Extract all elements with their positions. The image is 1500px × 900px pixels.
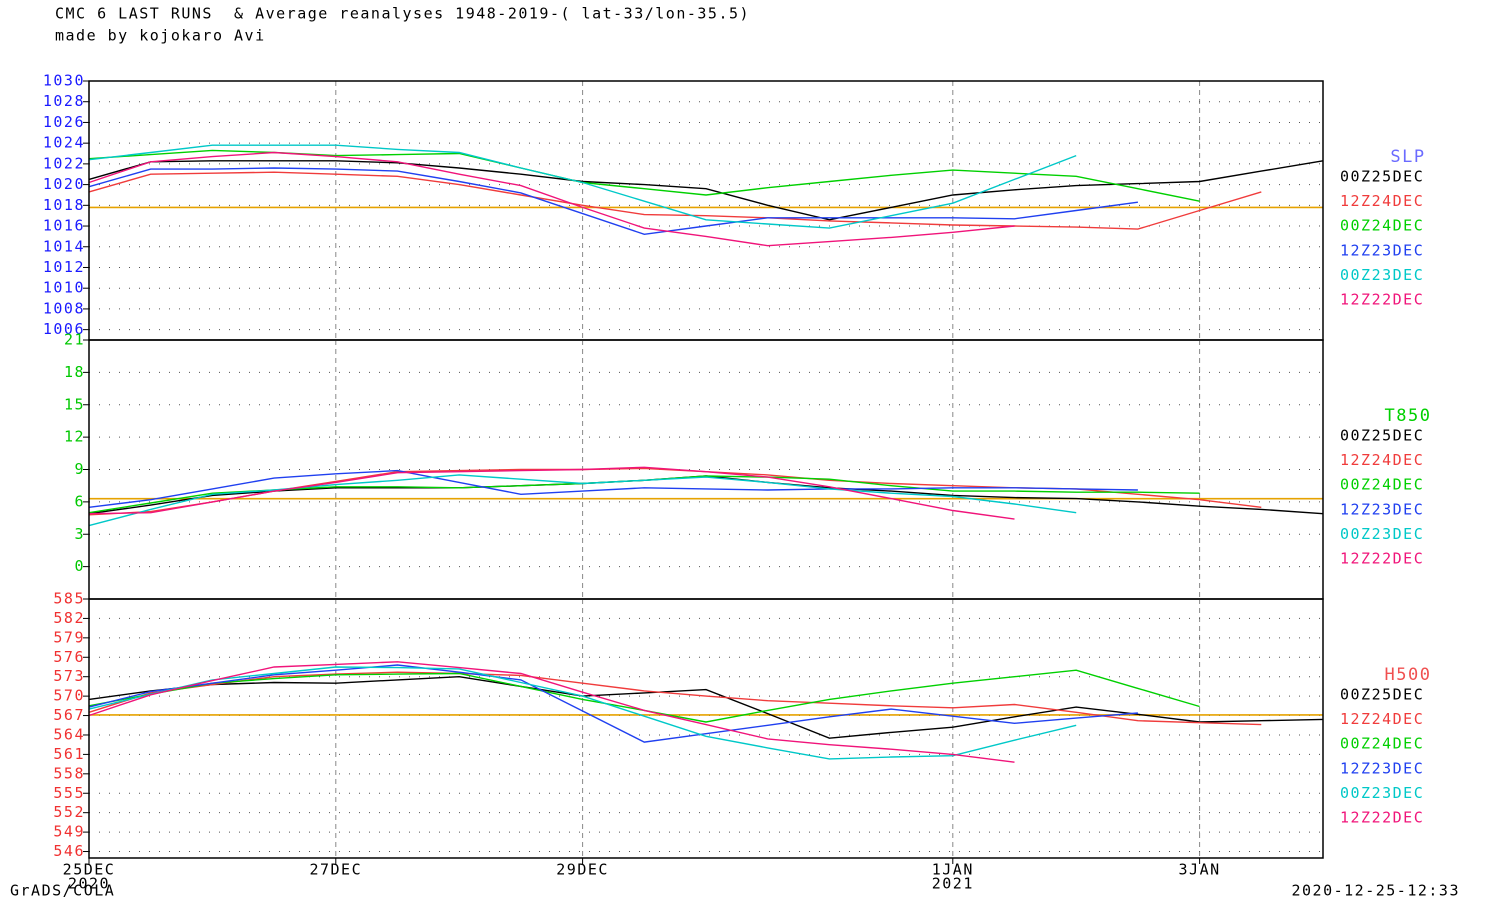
x-tick-year: 2020 — [68, 875, 110, 893]
panel-frame — [88, 80, 1324, 341]
y-tick-label: 1014 — [43, 237, 85, 255]
legend-entry: 00Z24DEC — [1340, 735, 1424, 753]
legend-entry: 12Z23DEC — [1340, 759, 1424, 777]
y-tick-label: 558 — [53, 764, 85, 782]
series-line — [88, 167, 1138, 236]
series-line — [88, 666, 1077, 760]
x-tick-label: 25DEC — [63, 861, 116, 879]
y-tick-label: 582 — [53, 609, 85, 627]
legend-entry: 00Z24DEC — [1340, 217, 1424, 235]
y-tick-label: 6 — [74, 492, 85, 510]
y-tick-label: 1028 — [43, 92, 85, 110]
legend-entry: 00Z23DEC — [1340, 266, 1424, 284]
panel-label: T850 — [1385, 406, 1432, 426]
x-tick-label: 29DEC — [556, 861, 609, 879]
x-tick-label: 3JAN — [1179, 861, 1221, 879]
legend-entry: 12Z23DEC — [1340, 241, 1424, 259]
y-tick-label: 1012 — [43, 258, 85, 276]
y-tick-label: 15 — [64, 395, 85, 413]
y-tick-label: 573 — [53, 667, 85, 685]
panel-label: H500 — [1385, 665, 1432, 685]
y-tick-label: 1030 — [43, 72, 85, 90]
x-tick-label: 27DEC — [309, 861, 362, 879]
y-tick-label: 1016 — [43, 217, 85, 235]
y-tick-label: 3 — [74, 525, 85, 543]
panel-frame — [88, 598, 1324, 859]
legend-entry: 12Z22DEC — [1340, 291, 1424, 309]
series-line — [88, 171, 1262, 230]
legend-entry: 12Z23DEC — [1340, 500, 1424, 518]
x-tick-label: 1JAN — [932, 861, 974, 879]
legend-entry: 00Z25DEC — [1340, 686, 1424, 704]
y-tick-label: 564 — [53, 725, 85, 743]
legend-entry: 00Z25DEC — [1340, 168, 1424, 186]
series-line — [88, 149, 1200, 202]
panel-frame — [88, 339, 1324, 600]
legend-entry: 12Z22DEC — [1340, 809, 1424, 827]
timestamp: 2020-12-25-12:33 — [1292, 882, 1461, 900]
legend-entry: 00Z23DEC — [1340, 784, 1424, 802]
chart-subtitle: made by kojokaro Avi — [55, 27, 266, 45]
y-tick-label: 1006 — [43, 320, 85, 338]
y-tick-label: 579 — [53, 628, 85, 646]
y-tick-label: 1010 — [43, 279, 85, 297]
y-tick-label: 1026 — [43, 113, 85, 131]
x-tick-year: 2021 — [932, 875, 974, 893]
legend-entry: 12Z24DEC — [1340, 710, 1424, 728]
series-line — [88, 474, 1077, 527]
series-line — [88, 664, 1138, 743]
legend-entry: 12Z22DEC — [1340, 550, 1424, 568]
y-tick-label: 549 — [53, 823, 85, 841]
series-line — [88, 675, 1324, 739]
y-tick-label: 585 — [53, 590, 85, 608]
y-tick-label: 1022 — [43, 154, 85, 172]
chart-title: CMC 6 LAST RUNS & Average reanalyses 194… — [55, 5, 750, 23]
credit: GrADS/COLA — [10, 882, 115, 900]
y-tick-label: 0 — [74, 557, 85, 575]
y-tick-label: 552 — [53, 803, 85, 821]
series-line — [88, 160, 1324, 221]
series-line — [88, 466, 1015, 520]
y-tick-label: 576 — [53, 648, 85, 666]
y-tick-label: 561 — [53, 745, 85, 763]
y-tick-label: 1018 — [43, 196, 85, 214]
series-line — [88, 151, 1015, 247]
legend-entry: 12Z24DEC — [1340, 192, 1424, 210]
legend-entry: 12Z24DEC — [1340, 451, 1424, 469]
y-tick-label: 1024 — [43, 134, 85, 152]
series-line — [88, 469, 1138, 508]
y-tick-label: 546 — [53, 842, 85, 860]
y-tick-label: 567 — [53, 706, 85, 724]
y-tick-label: 1020 — [43, 175, 85, 193]
legend-entry: 00Z24DEC — [1340, 476, 1424, 494]
series-line — [88, 671, 1262, 726]
legend-entry: 00Z23DEC — [1340, 525, 1424, 543]
series-line — [88, 144, 1077, 229]
y-tick-label: 12 — [64, 428, 85, 446]
y-tick-label: 555 — [53, 784, 85, 802]
y-tick-label: 21 — [64, 331, 85, 349]
y-tick-label: 570 — [53, 687, 85, 705]
y-tick-label: 9 — [74, 460, 85, 478]
series-line — [88, 661, 1015, 763]
panel-label: SLP — [1390, 147, 1425, 167]
legend-entry: 00Z25DEC — [1340, 427, 1424, 445]
y-tick-label: 18 — [64, 363, 85, 381]
y-tick-label: 1008 — [43, 299, 85, 317]
